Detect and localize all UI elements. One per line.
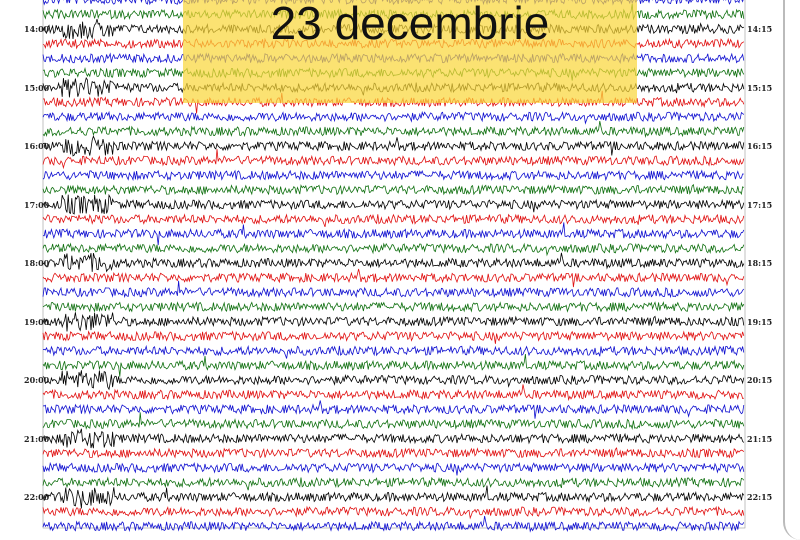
seismic-trace bbox=[42, 149, 745, 170]
right-time-label: 17:15 bbox=[747, 199, 773, 210]
seismic-trace bbox=[42, 370, 745, 391]
seismic-trace bbox=[42, 135, 745, 157]
seismic-trace bbox=[42, 412, 745, 430]
seismic-trace bbox=[42, 485, 745, 509]
left-time-label: 15:00 bbox=[24, 82, 50, 93]
left-time-label: 14:00 bbox=[24, 24, 50, 34]
seismic-trace bbox=[42, 183, 744, 196]
plot-frame bbox=[42, 0, 746, 529]
left-time-label: 21:00 bbox=[24, 433, 50, 444]
seismic-trace bbox=[42, 447, 745, 459]
seismic-trace bbox=[42, 213, 745, 228]
left-time-label: 17:00 bbox=[24, 199, 50, 210]
seismic-trace bbox=[42, 428, 745, 449]
left-time-label: 16:00 bbox=[24, 141, 50, 151]
seismic-trace bbox=[42, 242, 745, 257]
left-time-label: 19:00 bbox=[24, 316, 50, 327]
seismic-trace bbox=[42, 515, 745, 533]
seismic-trace bbox=[42, 353, 745, 377]
right-time-label: 16:15 bbox=[747, 141, 773, 151]
seismic-trace bbox=[42, 301, 745, 313]
seismic-trace bbox=[42, 121, 745, 138]
screen-edge bbox=[783, 0, 800, 540]
seismic-trace bbox=[42, 505, 745, 520]
seismic-trace bbox=[42, 169, 744, 182]
right-time-label: 22:15 bbox=[747, 492, 773, 502]
seismic-trace bbox=[42, 268, 745, 288]
seismic-trace bbox=[42, 330, 745, 344]
right-time-label: 20:15 bbox=[747, 375, 773, 385]
seismic-trace bbox=[42, 344, 745, 359]
seismic-trace bbox=[42, 476, 745, 491]
seismic-trace bbox=[42, 110, 745, 125]
left-time-label: 20:00 bbox=[24, 375, 50, 385]
seismic-trace bbox=[42, 280, 745, 299]
left-time-label: 18:00 bbox=[24, 258, 50, 268]
banner-title: 23 decembrie bbox=[270, 0, 550, 49]
seismic-trace bbox=[42, 312, 745, 332]
right-time-label: 15:15 bbox=[747, 82, 773, 93]
seismic-trace bbox=[42, 193, 745, 215]
right-time-label: 18:15 bbox=[747, 258, 773, 268]
right-time-label: 19:15 bbox=[747, 316, 773, 327]
seismic-trace bbox=[42, 400, 745, 419]
seismic-trace bbox=[42, 461, 745, 476]
seismic-trace bbox=[42, 252, 745, 273]
right-time-label: 14:15 bbox=[747, 24, 773, 34]
right-time-label: 21:15 bbox=[747, 433, 773, 444]
date-banner: 23 decembrie bbox=[183, 0, 637, 103]
left-time-label: 22:00 bbox=[24, 492, 50, 502]
seismic-trace bbox=[42, 222, 745, 246]
seismic-trace bbox=[42, 384, 744, 402]
